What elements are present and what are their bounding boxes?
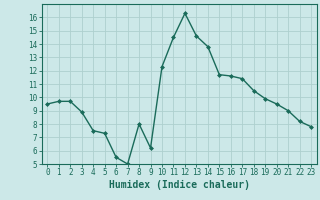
- X-axis label: Humidex (Indice chaleur): Humidex (Indice chaleur): [109, 180, 250, 190]
